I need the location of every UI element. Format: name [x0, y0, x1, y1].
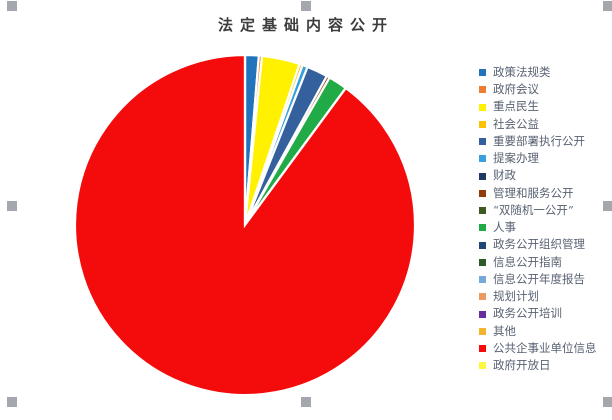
legend-label: 公共企事业单位信息 — [493, 340, 597, 355]
legend-item[interactable]: 其他 — [479, 323, 597, 340]
legend-swatch — [479, 86, 486, 94]
legend-label: 政务公开组织管理 — [493, 237, 585, 252]
legend-item[interactable]: 规划计划 — [479, 288, 597, 305]
selection-handle-bottom-right[interactable] — [603, 397, 612, 407]
legend-swatch — [479, 69, 486, 77]
legend-swatch — [479, 207, 486, 215]
legend-swatch — [479, 276, 486, 284]
legend-swatch — [479, 362, 486, 370]
legend-label: 提案办理 — [493, 151, 539, 166]
legend-swatch — [479, 224, 486, 232]
legend-item[interactable]: 重点民生 — [479, 99, 597, 116]
legend-label: 管理和服务公开 — [493, 185, 574, 200]
selection-handle-middle-right[interactable] — [603, 201, 612, 211]
pie-slice[interactable] — [73, 53, 417, 397]
selection-handle-top-middle[interactable] — [301, 1, 311, 11]
legend-item[interactable]: 管理和服务公开 — [479, 185, 597, 202]
legend-label: “双随机一公开” — [493, 202, 574, 217]
legend-item[interactable]: 财政 — [479, 168, 597, 185]
legend-label: 人事 — [493, 220, 516, 235]
legend-label: 重点民生 — [493, 99, 539, 114]
legend-item[interactable]: 重要部署执行公开 — [479, 133, 597, 150]
legend-label: 政府开放日 — [493, 358, 551, 373]
legend-swatch — [479, 293, 486, 301]
legend-item[interactable]: 政务公开组织管理 — [479, 237, 597, 254]
legend-label: 信息公开年度报告 — [493, 271, 585, 286]
legend-item[interactable]: 信息公开年度报告 — [479, 271, 597, 288]
legend-label: 政务公开培训 — [493, 306, 562, 321]
legend-label: 信息公开指南 — [493, 254, 562, 269]
legend-item[interactable]: “双随机一公开” — [479, 202, 597, 219]
legend-swatch — [479, 138, 486, 146]
legend-label: 重要部署执行公开 — [493, 133, 585, 148]
legend-label: 财政 — [493, 168, 516, 183]
selection-handle-bottom-middle[interactable] — [301, 397, 311, 407]
legend-swatch — [479, 172, 486, 180]
legend-swatch — [479, 241, 486, 249]
legend-item[interactable]: 政务公开培训 — [479, 306, 597, 323]
legend-label: 政策法规类 — [493, 64, 551, 79]
legend-item[interactable]: 人事 — [479, 219, 597, 236]
legend-item[interactable]: 信息公开指南 — [479, 254, 597, 271]
legend-swatch — [479, 103, 486, 111]
legend-item[interactable]: 政府开放日 — [479, 357, 597, 374]
legend-swatch — [479, 258, 486, 266]
legend-label: 社会公益 — [493, 116, 539, 131]
legend-swatch — [479, 120, 486, 128]
legend-item[interactable]: 社会公益 — [479, 116, 597, 133]
selection-handle-middle-left[interactable] — [7, 201, 17, 211]
legend-label: 其他 — [493, 323, 516, 338]
legend-item[interactable]: 政府会议 — [479, 81, 597, 98]
selection-handle-top-right[interactable] — [603, 1, 612, 11]
legend-swatch — [479, 345, 486, 353]
legend-item[interactable]: 提案办理 — [479, 150, 597, 167]
selection-handle-bottom-left[interactable] — [7, 397, 17, 407]
chart-title: 法定基础内容公开 — [217, 16, 394, 34]
legend-label: 政府会议 — [493, 82, 539, 97]
legend-swatch — [479, 327, 486, 335]
legend-swatch — [479, 189, 486, 197]
legend-swatch — [479, 310, 486, 318]
legend-label: 规划计划 — [493, 289, 539, 304]
selection-handle-top-left[interactable] — [7, 1, 17, 11]
legend: 政策法规类政府会议重点民生社会公益重要部署执行公开 提案办理财政管理和服务公开 “双… — [479, 64, 597, 375]
legend-item[interactable]: 公共企事业单位信息 — [479, 340, 597, 357]
legend-item[interactable]: 政策法规类 — [479, 64, 597, 81]
legend-swatch — [479, 155, 486, 163]
